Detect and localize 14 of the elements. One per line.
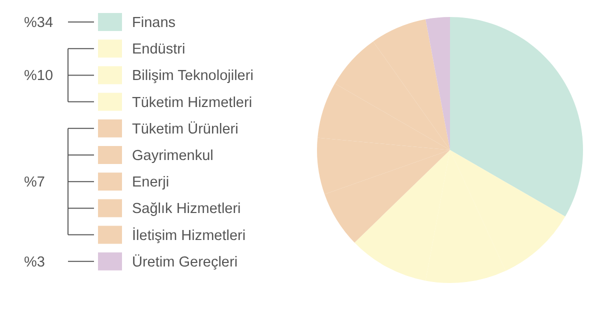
data-label: %34 (24, 15, 54, 31)
legend-label: Tüketim Ürünleri (132, 120, 238, 138)
legend-label: Gayrimenkul (132, 148, 214, 164)
legend-label: Tüketim Hizmetleri (132, 94, 252, 111)
data-label: %3 (24, 254, 45, 270)
data-label: %7 (24, 174, 45, 191)
legend-label: Enerji (132, 174, 170, 191)
legend-label: Finans (132, 15, 176, 31)
legend-label: Endüstri (132, 42, 186, 58)
legend-label: Bilişim Teknolojileri (132, 68, 254, 84)
legend-label: Üretim Gereçleri (132, 253, 238, 270)
legend-label: Sağlık Hizmetleri (132, 201, 241, 218)
legend-label: İletişim Hizmetleri (132, 226, 246, 244)
data-label: %10 (24, 68, 54, 84)
